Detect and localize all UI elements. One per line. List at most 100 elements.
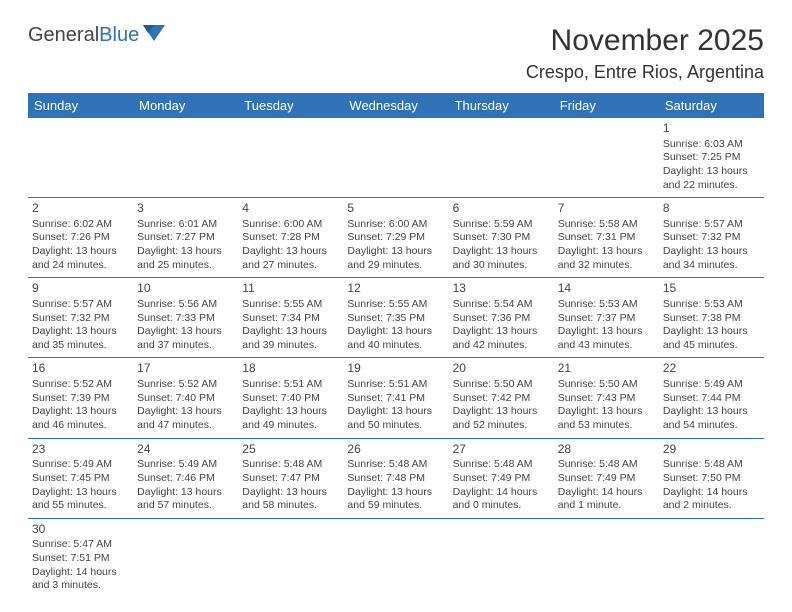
- cell-line: Sunset: 7:35 PM: [347, 312, 444, 326]
- cell-line: Sunrise: 5:54 AM: [453, 298, 550, 312]
- brand-logo: GeneralBlue: [28, 24, 165, 47]
- cell-line: Sunrise: 5:49 AM: [32, 458, 129, 472]
- calendar-cell: 22Sunrise: 5:49 AMSunset: 7:44 PMDayligh…: [659, 358, 764, 437]
- calendar-cell: 7Sunrise: 5:58 AMSunset: 7:31 PMDaylight…: [554, 198, 659, 277]
- cell-line: Daylight: 13 hours and 45 minutes.: [663, 325, 760, 352]
- cell-line: Sunset: 7:32 PM: [663, 231, 760, 245]
- calendar-week: 16Sunrise: 5:52 AMSunset: 7:39 PMDayligh…: [28, 358, 764, 438]
- day-number: 15: [663, 281, 760, 297]
- month-title: November 2025: [526, 24, 764, 58]
- calendar-cell: [28, 118, 133, 197]
- day-number: 22: [663, 361, 760, 377]
- calendar-cell: [449, 118, 554, 197]
- cell-line: Daylight: 13 hours and 30 minutes.: [453, 245, 550, 272]
- cell-line: Sunrise: 5:49 AM: [663, 378, 760, 392]
- day-number: 29: [663, 442, 760, 458]
- cell-line: Sunrise: 5:51 AM: [347, 378, 444, 392]
- calendar-cell: 10Sunrise: 5:56 AMSunset: 7:33 PMDayligh…: [133, 278, 238, 357]
- day-number: 26: [347, 442, 444, 458]
- day-number: 14: [558, 281, 655, 297]
- day-number: 12: [347, 281, 444, 297]
- day-number: 25: [242, 442, 339, 458]
- day-number: 2: [32, 201, 129, 217]
- cell-line: Sunrise: 6:01 AM: [137, 218, 234, 232]
- cell-line: Sunset: 7:26 PM: [32, 231, 129, 245]
- cell-line: Sunset: 7:39 PM: [32, 392, 129, 406]
- cell-line: Sunset: 7:50 PM: [663, 472, 760, 486]
- calendar-cell: 15Sunrise: 5:53 AMSunset: 7:38 PMDayligh…: [659, 278, 764, 357]
- cell-line: Sunrise: 5:48 AM: [558, 458, 655, 472]
- cell-line: Daylight: 13 hours and 34 minutes.: [663, 245, 760, 272]
- cell-line: Sunrise: 6:02 AM: [32, 218, 129, 232]
- cell-line: Daylight: 13 hours and 22 minutes.: [663, 165, 760, 192]
- cell-line: Sunrise: 5:51 AM: [242, 378, 339, 392]
- cell-line: Sunset: 7:28 PM: [242, 231, 339, 245]
- calendar-cell: 21Sunrise: 5:50 AMSunset: 7:43 PMDayligh…: [554, 358, 659, 437]
- calendar-cell: 6Sunrise: 5:59 AMSunset: 7:30 PMDaylight…: [449, 198, 554, 277]
- cell-line: Sunrise: 5:48 AM: [663, 458, 760, 472]
- day-number: 7: [558, 201, 655, 217]
- day-number: 3: [137, 201, 234, 217]
- cell-line: Sunrise: 5:55 AM: [347, 298, 444, 312]
- cell-line: Daylight: 13 hours and 43 minutes.: [558, 325, 655, 352]
- brand-part1: General: [28, 24, 99, 47]
- cell-line: Sunset: 7:40 PM: [137, 392, 234, 406]
- flag-icon: [143, 24, 165, 47]
- day-header: Wednesday: [343, 93, 448, 118]
- day-number: 27: [453, 442, 550, 458]
- calendar-cell: 30Sunrise: 5:47 AMSunset: 7:51 PMDayligh…: [28, 519, 133, 598]
- cell-line: Sunset: 7:49 PM: [453, 472, 550, 486]
- calendar-cell: [238, 519, 343, 598]
- calendar-cell: [554, 519, 659, 598]
- calendar-cell: 27Sunrise: 5:48 AMSunset: 7:49 PMDayligh…: [449, 439, 554, 518]
- cell-line: Sunrise: 5:52 AM: [137, 378, 234, 392]
- calendar-cell: 29Sunrise: 5:48 AMSunset: 7:50 PMDayligh…: [659, 439, 764, 518]
- calendar-cell: [343, 519, 448, 598]
- cell-line: Sunrise: 6:03 AM: [663, 138, 760, 152]
- cell-line: Sunrise: 5:59 AM: [453, 218, 550, 232]
- calendar-cell: 16Sunrise: 5:52 AMSunset: 7:39 PMDayligh…: [28, 358, 133, 437]
- day-number: 23: [32, 442, 129, 458]
- calendar-cell: 20Sunrise: 5:50 AMSunset: 7:42 PMDayligh…: [449, 358, 554, 437]
- calendar-cell: [659, 519, 764, 598]
- cell-line: Sunrise: 5:52 AM: [32, 378, 129, 392]
- cell-line: Daylight: 13 hours and 46 minutes.: [32, 405, 129, 432]
- cell-line: Daylight: 14 hours and 1 minute.: [558, 486, 655, 513]
- day-header: Thursday: [449, 93, 554, 118]
- cell-line: Sunrise: 5:50 AM: [558, 378, 655, 392]
- cell-line: Daylight: 13 hours and 55 minutes.: [32, 486, 129, 513]
- cell-line: Sunset: 7:40 PM: [242, 392, 339, 406]
- calendar-cell: [449, 519, 554, 598]
- day-header: Saturday: [659, 93, 764, 118]
- day-number: 9: [32, 281, 129, 297]
- cell-line: Daylight: 13 hours and 39 minutes.: [242, 325, 339, 352]
- day-number: 18: [242, 361, 339, 377]
- cell-line: Sunrise: 5:57 AM: [663, 218, 760, 232]
- calendar-week: 2Sunrise: 6:02 AMSunset: 7:26 PMDaylight…: [28, 198, 764, 278]
- calendar-week: 23Sunrise: 5:49 AMSunset: 7:45 PMDayligh…: [28, 439, 764, 519]
- cell-line: Daylight: 13 hours and 24 minutes.: [32, 245, 129, 272]
- cell-line: Daylight: 13 hours and 32 minutes.: [558, 245, 655, 272]
- cell-line: Daylight: 14 hours and 3 minutes.: [32, 566, 129, 593]
- calendar-cell: 4Sunrise: 6:00 AMSunset: 7:28 PMDaylight…: [238, 198, 343, 277]
- calendar-cell: [133, 118, 238, 197]
- calendar-cell: 19Sunrise: 5:51 AMSunset: 7:41 PMDayligh…: [343, 358, 448, 437]
- cell-line: Daylight: 13 hours and 52 minutes.: [453, 405, 550, 432]
- calendar-cell: 25Sunrise: 5:48 AMSunset: 7:47 PMDayligh…: [238, 439, 343, 518]
- cell-line: Sunrise: 5:50 AM: [453, 378, 550, 392]
- cell-line: Sunset: 7:46 PM: [137, 472, 234, 486]
- cell-line: Sunset: 7:44 PM: [663, 392, 760, 406]
- brand-part2: Blue: [99, 24, 139, 47]
- day-number: 10: [137, 281, 234, 297]
- cell-line: Daylight: 13 hours and 25 minutes.: [137, 245, 234, 272]
- day-number: 21: [558, 361, 655, 377]
- calendar-cell: 5Sunrise: 6:00 AMSunset: 7:29 PMDaylight…: [343, 198, 448, 277]
- calendar-cell: [133, 519, 238, 598]
- day-number: 6: [453, 201, 550, 217]
- cell-line: Sunset: 7:30 PM: [453, 231, 550, 245]
- day-number: 19: [347, 361, 444, 377]
- cell-line: Sunrise: 5:55 AM: [242, 298, 339, 312]
- cell-line: Sunset: 7:37 PM: [558, 312, 655, 326]
- cell-line: Daylight: 13 hours and 59 minutes.: [347, 486, 444, 513]
- cell-line: Daylight: 13 hours and 40 minutes.: [347, 325, 444, 352]
